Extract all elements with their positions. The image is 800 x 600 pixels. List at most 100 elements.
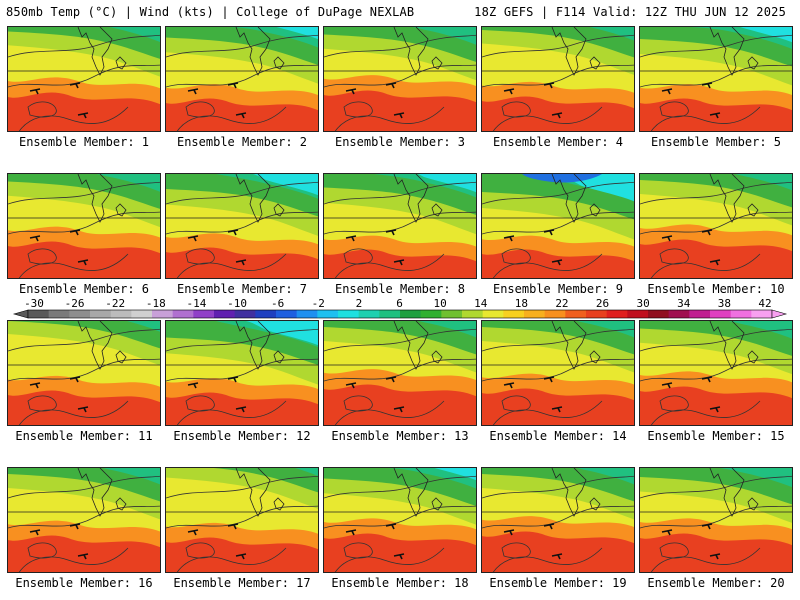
contour-line — [185, 395, 215, 412]
temperature-map — [639, 26, 793, 132]
contour-line — [501, 101, 531, 118]
colorbar-tick-labels: -30 -26 -22 -18 -14 -10 -6 -2 2 6 10 14 18 22 26 30 34 38… — [0, 297, 800, 310]
lake-outline — [273, 350, 285, 364]
temp-band-green — [482, 468, 634, 502]
temperature-map — [323, 467, 477, 573]
wind-barb — [393, 259, 405, 266]
ensemble-panel: Ensemble Member: 13 — [323, 320, 477, 443]
contour-line — [185, 542, 215, 559]
lake-outline — [747, 497, 759, 511]
colorbar-segment — [193, 310, 215, 318]
wind-barb — [187, 382, 199, 389]
colorbar-segment — [276, 310, 298, 318]
contour-line — [177, 106, 287, 131]
contour-line — [482, 475, 634, 499]
contour-line — [324, 505, 476, 529]
lake-outline — [747, 203, 759, 217]
ensemble-member-label: Ensemble Member: 8 — [334, 282, 466, 296]
colorbar-segment — [152, 310, 174, 318]
contour-line — [493, 400, 603, 425]
contour-line — [640, 211, 792, 235]
temp-band-green — [8, 321, 160, 349]
colorbar-segment — [358, 310, 380, 318]
ensemble-panel: Ensemble Member: 9 — [481, 173, 635, 296]
wind-barb — [187, 88, 199, 95]
temp-band-teal — [532, 468, 634, 485]
colorbar-tick-label: -2 — [311, 297, 325, 310]
colorbar-svg — [12, 309, 788, 319]
wind-barb — [709, 406, 721, 413]
ensemble-panel: Ensemble Member: 11 — [7, 320, 161, 443]
temp-band-teal — [374, 321, 476, 338]
colorbar-segment — [668, 310, 690, 318]
ensemble-panel: Ensemble Member: 12 — [165, 320, 319, 443]
wind-barb — [345, 235, 357, 242]
colorbar-segment — [544, 310, 566, 318]
map-svg — [482, 321, 634, 425]
temperature-map — [639, 320, 793, 426]
colorbar-segment — [420, 310, 442, 318]
temperature-map — [7, 467, 161, 573]
map-svg — [8, 321, 160, 425]
colorbar-segment — [296, 310, 318, 318]
wind-barb — [69, 229, 81, 236]
contour-line — [335, 106, 445, 131]
wind-barb — [543, 376, 555, 383]
temp-band-green — [324, 321, 476, 355]
contour-line — [27, 395, 57, 412]
wind-barb — [235, 112, 247, 119]
contour-line — [335, 253, 445, 278]
contour-line — [659, 248, 689, 265]
temp-band-green — [166, 468, 318, 493]
ensemble-panel: Ensemble Member: 3 — [323, 26, 477, 149]
temperature-map — [639, 173, 793, 279]
wind-barb — [385, 376, 397, 383]
great-lakes-outline — [393, 27, 429, 76]
great-lakes-outline — [709, 321, 745, 370]
temp-band-cyan — [720, 27, 792, 43]
ensemble-member-label: Ensemble Member: 13 — [331, 429, 469, 443]
wind-barb — [551, 259, 563, 266]
contour-line — [651, 547, 761, 572]
wind-barb — [661, 529, 673, 536]
map-svg — [640, 174, 792, 278]
wind-barb — [393, 112, 405, 119]
colorbar-segment — [69, 310, 91, 318]
contour-line — [493, 253, 603, 278]
colorbar-left-arrow — [12, 309, 29, 319]
colorbar-tick-label: -10 — [227, 297, 247, 310]
colorbar-segment — [503, 310, 525, 318]
temp-band-green — [8, 174, 160, 209]
contour-line — [640, 328, 792, 352]
contour-line — [501, 248, 531, 265]
temperature-map — [165, 173, 319, 279]
wind-barb — [393, 406, 405, 413]
contour-line — [324, 211, 476, 235]
temperature-map — [639, 467, 793, 573]
lake-outline — [115, 56, 127, 70]
contour-line — [343, 101, 373, 118]
wind-barb — [709, 553, 721, 560]
product-title: 850mb Temp (°C) | Wind (kts) | College o… — [6, 5, 415, 19]
lake-outline — [747, 350, 759, 364]
wind-barb — [543, 523, 555, 530]
wind-barb — [385, 523, 397, 530]
map-svg — [640, 321, 792, 425]
lake-outline — [115, 350, 127, 364]
colorbar-tick-label: -6 — [271, 297, 285, 310]
wind-barb — [69, 523, 81, 530]
ensemble-member-label: Ensemble Member: 14 — [489, 429, 627, 443]
map-svg — [482, 27, 634, 131]
temperature-map — [323, 26, 477, 132]
contour-line — [493, 547, 603, 572]
contour-line — [640, 505, 792, 529]
contour-line — [166, 181, 318, 205]
wind-barb — [551, 406, 563, 413]
map-svg — [324, 174, 476, 278]
ensemble-member-label: Ensemble Member: 15 — [647, 429, 785, 443]
map-svg — [640, 468, 792, 572]
colorbar-tick-label: 14 — [474, 297, 488, 310]
temp-band-green — [640, 468, 792, 505]
contour-line — [324, 34, 476, 58]
contour-line — [651, 400, 761, 425]
